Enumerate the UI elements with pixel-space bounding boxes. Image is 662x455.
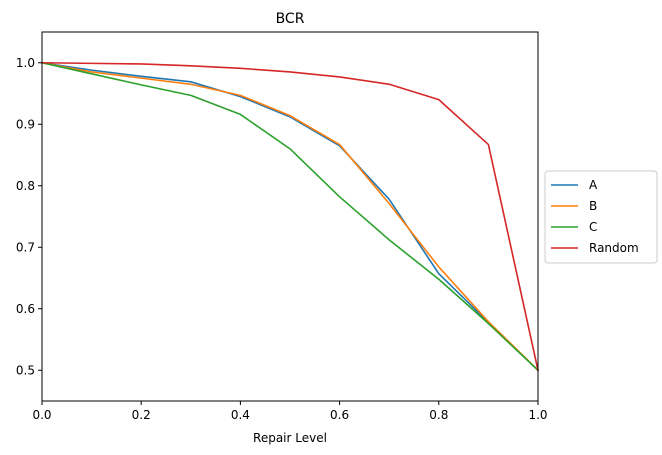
y-tick-label: 0.6 (16, 302, 35, 316)
x-axis: 0.0 0.2 0.4 0.6 0.8 1.0 (32, 401, 548, 422)
x-axis-title: Repair Level (253, 431, 327, 445)
x-tick-label: 0.2 (132, 408, 151, 422)
y-tick-label: 0.5 (16, 363, 35, 377)
legend-label: B (589, 199, 597, 213)
series-layer (41, 61, 540, 372)
y-tick-label: 0.9 (16, 117, 35, 131)
chart-title: BCR (276, 11, 305, 27)
y-tick-label: 0.7 (16, 240, 35, 254)
x-tick-label: 0.0 (32, 408, 51, 422)
x-tick-label: 0.8 (429, 408, 448, 422)
series-line-b (41, 61, 540, 372)
plot-frame (41, 31, 539, 402)
x-tick-label: 0.6 (330, 408, 349, 422)
x-tick-label: 1.0 (528, 408, 547, 422)
y-tick-label: 1.0 (16, 56, 35, 70)
series-line-random (41, 61, 539, 372)
y-axis: 0.5 0.6 0.7 0.8 0.9 1.0 (16, 56, 42, 377)
legend-label: A (589, 178, 598, 192)
legend-label: C (589, 220, 597, 234)
x-tick-label: 0.4 (231, 408, 250, 422)
legend-box (544, 170, 658, 264)
y-tick-label: 0.8 (16, 179, 35, 193)
series-line-a (41, 61, 540, 372)
legend-label: Random (589, 241, 639, 255)
legend: ABC Random (544, 170, 658, 264)
series-line-c (41, 61, 540, 372)
